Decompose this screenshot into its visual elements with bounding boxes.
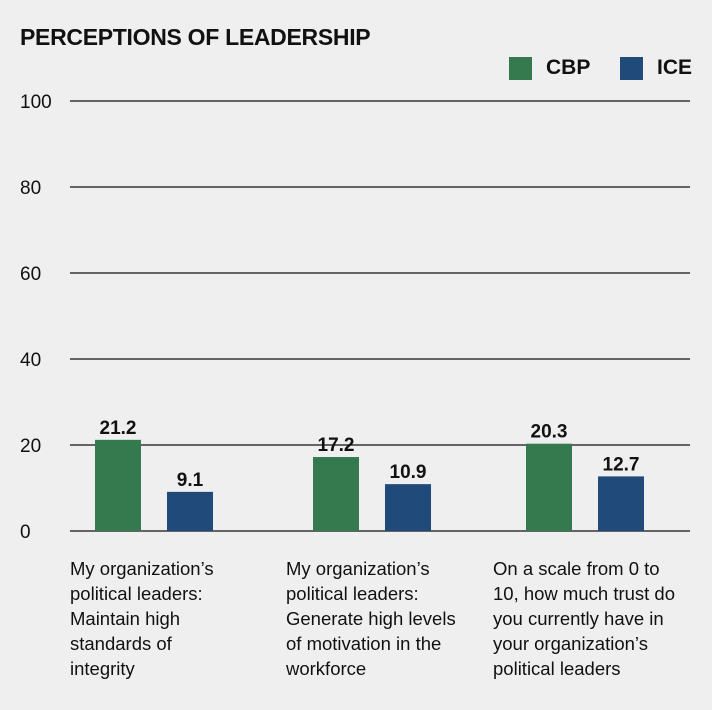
x-label-line: of motivation in the [286, 633, 442, 654]
x-label-line: Maintain high [70, 608, 181, 629]
legend-label-ice: ICE [657, 56, 693, 79]
legend-swatch-ice [620, 56, 643, 80]
data-label: 12.7 [603, 454, 640, 475]
y-tick-label: 60 [20, 264, 41, 285]
x-category-label: My organization’s political leaders: Gener… [286, 556, 491, 681]
y-tick-label: 80 [20, 178, 41, 199]
data-label: 10.9 [390, 462, 427, 483]
bar-ice [598, 476, 644, 531]
x-label-line: political leaders: [70, 583, 203, 604]
y-tick-label: 40 [20, 350, 41, 371]
x-category-label: My organization’s political leaders: Maint… [70, 556, 275, 681]
y-tick-label: 20 [20, 436, 41, 457]
x-label-line: standards of [70, 633, 172, 654]
bar-cbp [526, 443, 572, 531]
legend-swatch-cbp [509, 56, 532, 80]
x-label-line: political leaders [493, 658, 621, 679]
bar-cbp [313, 457, 359, 531]
x-label-line: My organization’s [70, 558, 214, 579]
data-label: 20.3 [531, 422, 568, 443]
x-label-line: you currently have in [493, 608, 664, 629]
bar-ice [167, 491, 213, 531]
x-label-line: your organization’s [493, 633, 648, 654]
data-label: 9.1 [177, 470, 204, 491]
legend-item-cbp: CBP [509, 56, 590, 80]
legend-label-cbp: CBP [546, 56, 591, 79]
y-tick-label: 100 [20, 92, 52, 113]
x-label-line: 10, how much trust do [493, 583, 676, 604]
bar-ice [385, 484, 431, 531]
x-label-line: My organization’s [286, 558, 430, 579]
legend-item-ice: ICE [620, 56, 692, 80]
x-label-line: political leaders: [286, 583, 419, 604]
x-category-label: On a scale from 0 to 10, how much trust d… [493, 556, 698, 681]
y-tick-label: 0 [20, 522, 31, 543]
x-label-line: integrity [70, 658, 135, 679]
data-label: 17.2 [318, 435, 355, 456]
chart-title: PERCEPTIONS OF LEADERSHIP [20, 24, 371, 50]
x-label-line: On a scale from 0 to [493, 558, 660, 579]
bar-cbp [95, 439, 141, 531]
x-label-line: workforce [286, 658, 367, 679]
data-label: 21.2 [100, 418, 137, 439]
x-label-line: Generate high levels [286, 608, 456, 629]
